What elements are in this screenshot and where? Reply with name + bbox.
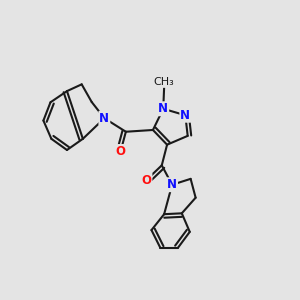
Text: N: N [99, 112, 110, 125]
Text: N: N [180, 109, 190, 122]
Text: N: N [167, 178, 177, 191]
Text: O: O [116, 145, 126, 158]
Text: O: O [142, 173, 152, 187]
Text: N: N [158, 102, 168, 115]
Text: CH₃: CH₃ [154, 77, 175, 87]
